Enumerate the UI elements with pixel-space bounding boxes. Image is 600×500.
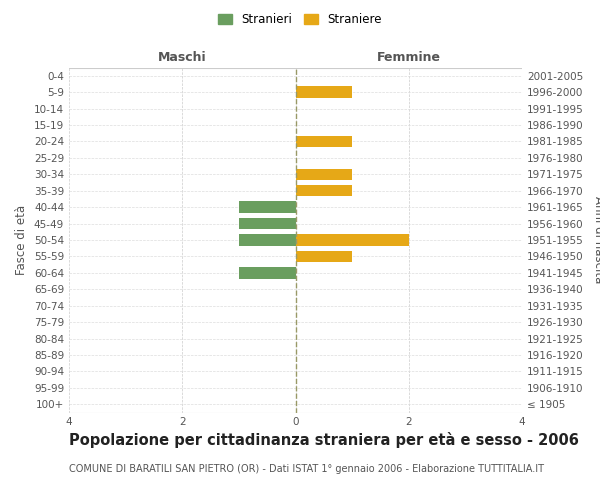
Bar: [239, 218, 296, 230]
Bar: [239, 234, 296, 245]
Legend: Stranieri, Straniere: Stranieri, Straniere: [213, 8, 387, 31]
Bar: [296, 185, 352, 196]
Text: Maschi: Maschi: [158, 51, 206, 64]
Text: Popolazione per cittadinanza straniera per età e sesso - 2006: Popolazione per cittadinanza straniera p…: [69, 432, 579, 448]
Bar: [239, 202, 296, 213]
Bar: [296, 86, 352, 98]
Bar: [296, 136, 352, 147]
Y-axis label: Fasce di età: Fasce di età: [16, 205, 28, 275]
Text: COMUNE DI BARATILI SAN PIETRO (OR) - Dati ISTAT 1° gennaio 2006 - Elaborazione T: COMUNE DI BARATILI SAN PIETRO (OR) - Dat…: [69, 464, 544, 474]
Bar: [296, 250, 352, 262]
Y-axis label: Anni di nascita: Anni di nascita: [592, 196, 600, 284]
Bar: [239, 267, 296, 278]
Bar: [296, 168, 352, 180]
Bar: [296, 234, 409, 245]
Text: Femmine: Femmine: [377, 51, 441, 64]
